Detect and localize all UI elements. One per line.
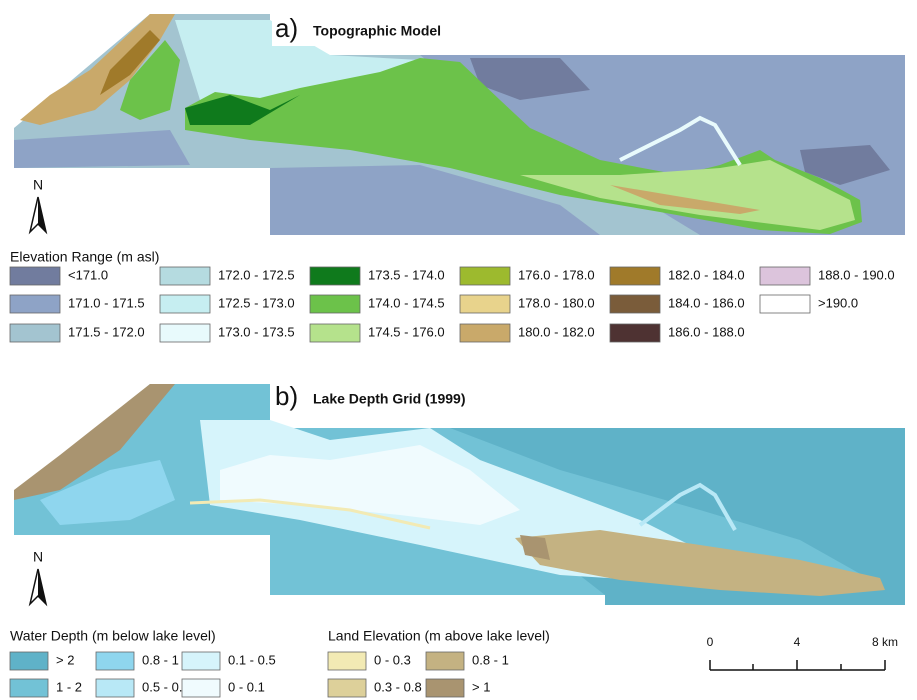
legend-label: 171.5 - 172.0 [68, 324, 145, 339]
legend-label: 171.0 - 171.5 [68, 295, 145, 310]
legend-swatch [610, 295, 660, 313]
legend-title: Elevation Range (m asl) [10, 249, 159, 265]
legend-label: 176.0 - 178.0 [518, 267, 595, 282]
legend-swatch [460, 295, 510, 313]
legend-label: 172.5 - 173.0 [218, 295, 295, 310]
legend-swatch [460, 267, 510, 285]
scale-label: 4 [794, 635, 801, 649]
legend-label: 0 - 0.3 [374, 652, 411, 667]
legend-swatch [10, 267, 60, 285]
legend-title: Water Depth (m below lake level) [10, 628, 216, 644]
legend-label: >190.0 [818, 295, 858, 310]
legend-swatch [760, 267, 810, 285]
legend-label: 172.0 - 172.5 [218, 267, 295, 282]
legend-swatch [10, 324, 60, 342]
legend-label: 184.0 - 186.0 [668, 295, 745, 310]
figure: a) Topographic Model Nb) Lake Depth Grid (1… [0, 0, 917, 700]
legend-label: 180.0 - 182.0 [518, 324, 595, 339]
legend-swatch [160, 295, 210, 313]
legend-label: 182.0 - 184.0 [668, 267, 745, 282]
legend-label: 174.0 - 174.5 [368, 295, 445, 310]
legend-swatch [328, 679, 366, 697]
legend-swatch [10, 679, 48, 697]
page: { "panels": [ {"label": "a)", "title": "… [0, 0, 917, 700]
legend-swatch [310, 324, 360, 342]
legend-label: 174.5 - 176.0 [368, 324, 445, 339]
legend-label: 0.1 - 0.5 [228, 652, 276, 667]
legend-title: Land Elevation (m above lake level) [328, 628, 550, 644]
legend-label: 0.8 - 1 [472, 652, 509, 667]
legend-swatch [328, 652, 366, 670]
legend-swatch [426, 679, 464, 697]
scale-label: 0 [707, 635, 714, 649]
map-a [14, 14, 905, 235]
north-label: N [33, 177, 43, 193]
legend-swatch [610, 267, 660, 285]
map-b [14, 384, 905, 605]
legend-swatch [160, 267, 210, 285]
legend-swatch [160, 324, 210, 342]
legend-swatch [610, 324, 660, 342]
panel-title: Lake Depth Grid (1999) [313, 391, 466, 407]
legend-label: 173.0 - 173.5 [218, 324, 295, 339]
legend-label: 0 - 0.1 [228, 679, 265, 694]
legend-label: <171.0 [68, 267, 108, 282]
legend-swatch [96, 679, 134, 697]
legend-swatch [310, 267, 360, 285]
legend-swatch [460, 324, 510, 342]
legend-label: 173.5 - 174.0 [368, 267, 445, 282]
legend-label: > 2 [56, 652, 74, 667]
legend-swatch [96, 652, 134, 670]
legend-label: 178.0 - 180.0 [518, 295, 595, 310]
legend-swatch [182, 679, 220, 697]
legend-swatch [760, 295, 810, 313]
legend-swatch [426, 652, 464, 670]
legend-label: 0.3 - 0.8 [374, 679, 422, 694]
north-label: N [33, 549, 43, 565]
legend-label: 188.0 - 190.0 [818, 267, 895, 282]
panel-title: Topographic Model [313, 23, 441, 39]
legend-swatch [10, 295, 60, 313]
panel-label: a) [275, 13, 298, 43]
legend-label: 186.0 - 188.0 [668, 324, 745, 339]
panel-label: b) [275, 381, 298, 411]
scale-label: 8 km [872, 635, 898, 649]
legend-label: 1 - 2 [56, 679, 82, 694]
scale-bar [710, 660, 885, 670]
legend-swatch [182, 652, 220, 670]
legend-swatch [310, 295, 360, 313]
legend-label: > 1 [472, 679, 490, 694]
legend-swatch [10, 652, 48, 670]
legend-label: 0.8 - 1 [142, 652, 179, 667]
